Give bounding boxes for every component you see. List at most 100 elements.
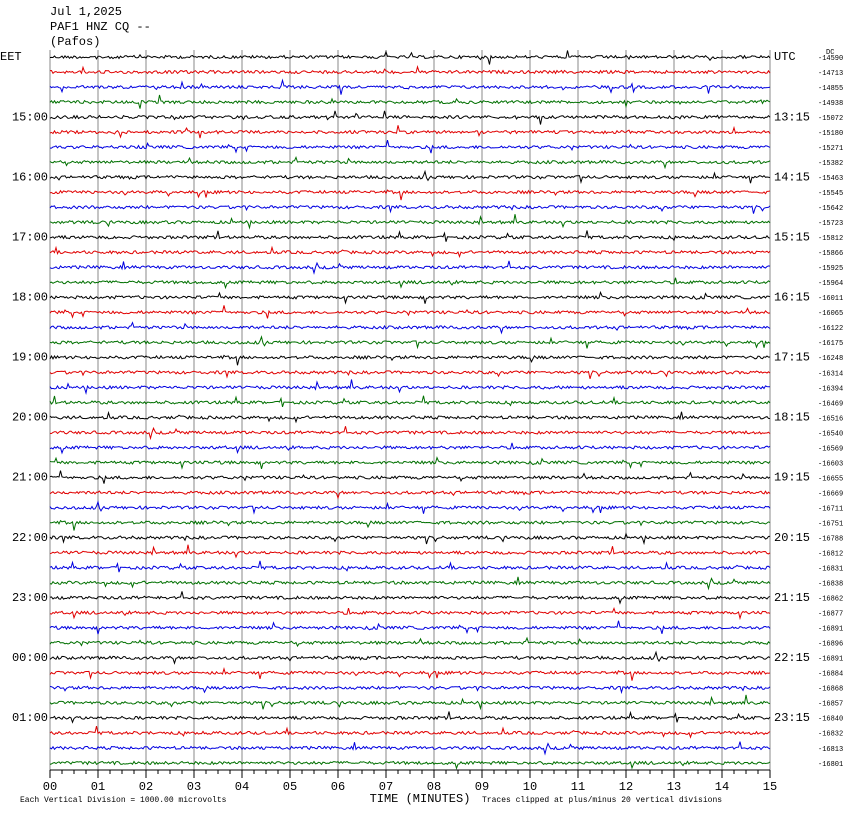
trace (49, 560, 771, 573)
trace-offset: -15072 (818, 115, 843, 123)
x-tick-label: 04 (235, 780, 249, 794)
trace-offset: -16838 (818, 581, 843, 589)
x-tick-label: 05 (283, 780, 297, 794)
trace (49, 260, 771, 275)
right-time-label: 16:15 (774, 290, 810, 304)
trace-offset: -15812 (818, 235, 843, 243)
trace (49, 470, 771, 484)
trace-offset: -16394 (818, 385, 843, 393)
trace (49, 169, 771, 185)
trace (49, 354, 771, 366)
trace (49, 94, 771, 109)
trace (49, 710, 771, 724)
left-time-label: 23:00 (12, 591, 48, 605)
trace-offset: -15180 (818, 130, 843, 138)
trace-offset: -16884 (818, 671, 843, 679)
trace (49, 189, 771, 201)
left-time-label: 00:00 (12, 651, 48, 665)
right-time-label: 13:15 (774, 110, 810, 124)
location: (Pafos) (50, 35, 100, 49)
trace-offset: -16751 (818, 520, 843, 528)
trace (49, 606, 771, 621)
trace (49, 725, 771, 739)
right-time-label: UTC (774, 50, 796, 64)
right-time-label: 17:15 (774, 351, 810, 365)
x-axis-title: TIME (MINUTES) (370, 792, 471, 806)
trace (49, 277, 771, 290)
trace (50, 139, 771, 154)
trace-offset: -16896 (818, 641, 843, 649)
trace (49, 667, 771, 681)
x-tick-label: 00 (43, 780, 57, 794)
trace-offset: -16469 (818, 400, 843, 408)
right-time-label: 19:15 (774, 471, 810, 485)
trace (49, 370, 771, 379)
trace (49, 78, 771, 95)
left-time-label: 19:00 (12, 351, 48, 365)
trace-offset: -14855 (818, 85, 843, 93)
x-tick-label: 02 (139, 780, 153, 794)
trace-offset: -16248 (818, 355, 843, 363)
trace-offset: -16877 (818, 611, 843, 619)
trace (49, 442, 771, 455)
trace-offset: -16857 (818, 701, 843, 709)
trace (49, 519, 771, 531)
trace-offset: -15964 (818, 280, 843, 288)
trace (49, 410, 771, 424)
trace-offset: -15925 (818, 265, 843, 273)
trace (49, 760, 771, 770)
right-time-label: 20:15 (774, 531, 810, 545)
trace (49, 110, 771, 125)
trace-offset: -16812 (818, 551, 843, 559)
trace (49, 500, 771, 515)
x-tick-label: 06 (331, 780, 345, 794)
right-time-label: 23:15 (774, 711, 810, 725)
trace-offset: -16832 (818, 731, 843, 739)
trace-offset: -15271 (818, 145, 843, 153)
x-tick-label: 07 (379, 780, 393, 794)
trace (49, 694, 771, 711)
trace-offset: -16314 (818, 370, 843, 378)
trace-offset: -16868 (818, 686, 843, 694)
left-time-label: 15:00 (12, 110, 48, 124)
trace-offset: -16788 (818, 535, 843, 543)
left-time-label: 16:00 (12, 170, 48, 184)
x-tick-label: 01 (91, 780, 105, 794)
trace-offset: -16516 (818, 415, 843, 423)
x-tick-label: 11 (571, 780, 585, 794)
trace-offset: -16011 (818, 295, 843, 303)
trace (49, 685, 771, 695)
trace (49, 395, 771, 408)
trace-offset: -15463 (818, 175, 843, 183)
trace-offset: -14938 (818, 100, 843, 108)
trace (49, 50, 771, 65)
trace-offset: -16891 (818, 656, 843, 664)
trace-offset: -16569 (818, 445, 843, 453)
trace-offset: -16840 (818, 716, 843, 724)
trace (49, 532, 771, 546)
left-time-label: 01:00 (12, 711, 48, 725)
trace (49, 620, 771, 635)
trace-offset: -15382 (818, 160, 843, 168)
trace (49, 321, 771, 335)
footer-clip: Traces clipped at plus/minus 20 vertical… (482, 796, 722, 805)
trace (49, 245, 771, 259)
left-time-label: 22:00 (12, 531, 48, 545)
trace (49, 156, 771, 170)
left-time-label: 18:00 (12, 290, 48, 304)
trace-offset: -16540 (818, 430, 843, 438)
trace-offset: -16175 (818, 340, 843, 348)
trace (49, 335, 771, 350)
trace-offset: -15866 (818, 250, 843, 258)
left-time-label: 21:00 (12, 471, 48, 485)
trace-offset: -16801 (818, 761, 843, 769)
trace (49, 125, 771, 139)
trace-offset: -14713 (818, 70, 843, 78)
x-tick-label: 08 (427, 780, 441, 794)
trace (49, 456, 771, 470)
right-time-label: 22:15 (774, 651, 810, 665)
trace (49, 490, 771, 500)
trace-offset: -15723 (818, 220, 843, 228)
